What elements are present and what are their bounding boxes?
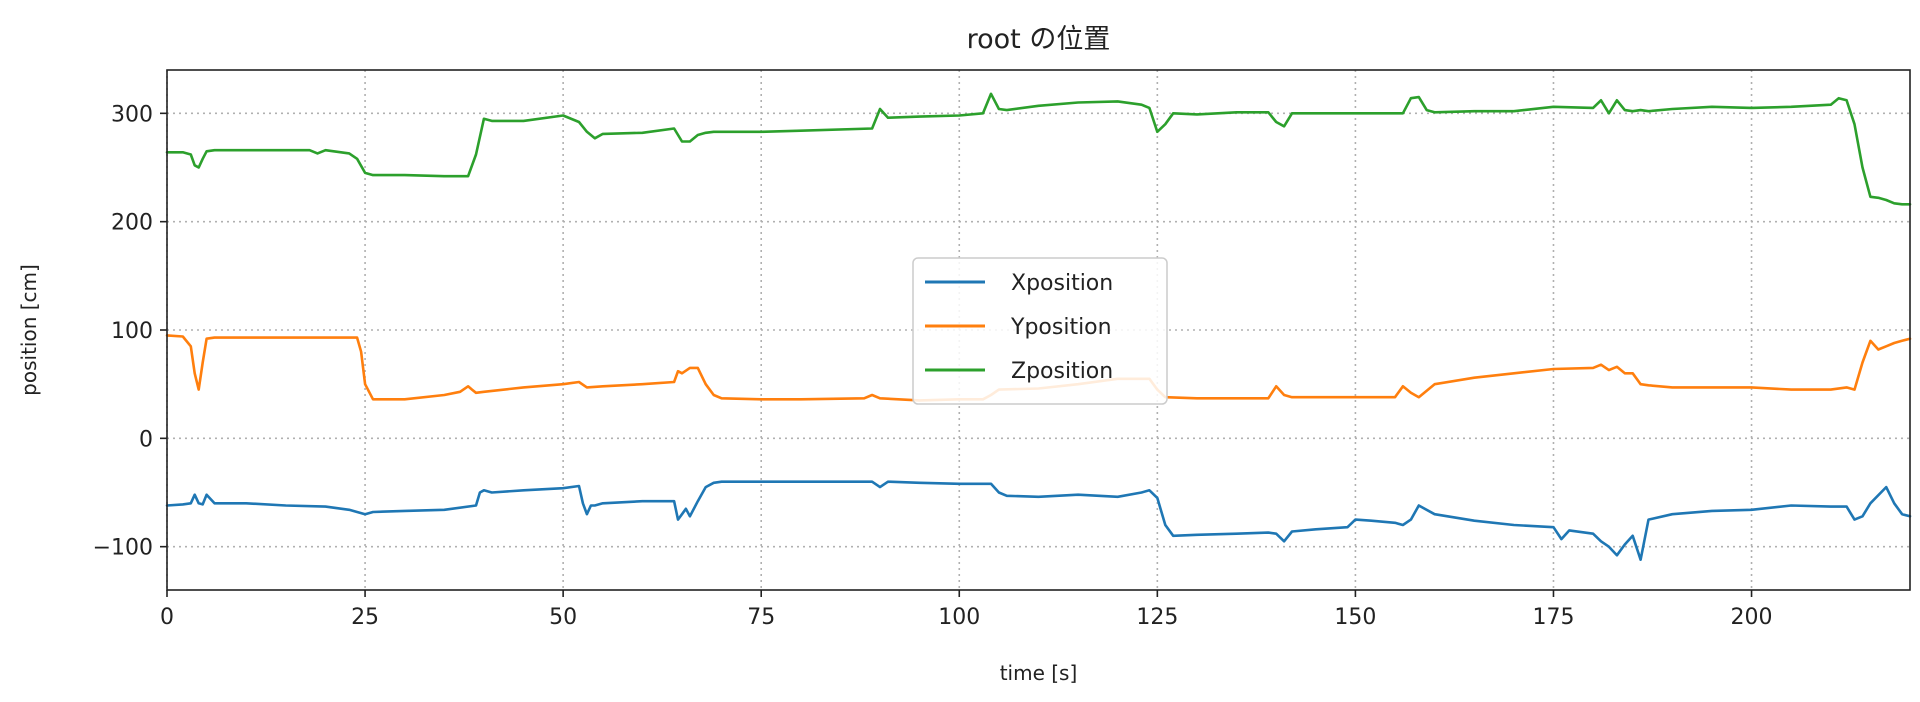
x-tick-label: 175 (1532, 605, 1574, 630)
grid-lines (166, 70, 1910, 590)
series-line-zposition (165, 92, 1912, 206)
y-tick-label: −100 (93, 536, 153, 561)
y-axis-label: position [cm] (17, 264, 41, 396)
x-tick-label: 125 (1136, 605, 1178, 630)
x-tick-label: 100 (938, 605, 980, 630)
legend-label-yposition: Yposition (1010, 315, 1112, 340)
legend-items: Xposition Yposition Zposition (925, 271, 1113, 384)
x-tick-label: 200 (1731, 605, 1773, 630)
axis-ticks: 0 25 50 75 100 125 150 175 200 −100 0 100 200 300 (93, 102, 1773, 630)
y-tick-label: 300 (111, 102, 153, 127)
x-tick-label: 50 (549, 605, 577, 630)
series-line-xposition (165, 480, 1912, 561)
y-tick-label: 0 (139, 427, 153, 452)
chart-title: root の位置 (967, 24, 1111, 55)
y-tick-label: 100 (111, 319, 153, 344)
x-tick-label: 75 (747, 605, 775, 630)
legend: Xposition Yposition Zposition (912, 257, 1168, 405)
x-tick-label: 25 (351, 605, 379, 630)
legend-box (912, 257, 1168, 405)
y-tick-label: 200 (111, 211, 153, 236)
x-axis-label: time [s] (1000, 661, 1078, 685)
x-tick-label: 150 (1334, 605, 1376, 630)
legend-label-xposition: Xposition (1011, 271, 1113, 296)
legend-label-zposition: Zposition (1011, 359, 1113, 384)
x-tick-label: 0 (160, 605, 174, 630)
